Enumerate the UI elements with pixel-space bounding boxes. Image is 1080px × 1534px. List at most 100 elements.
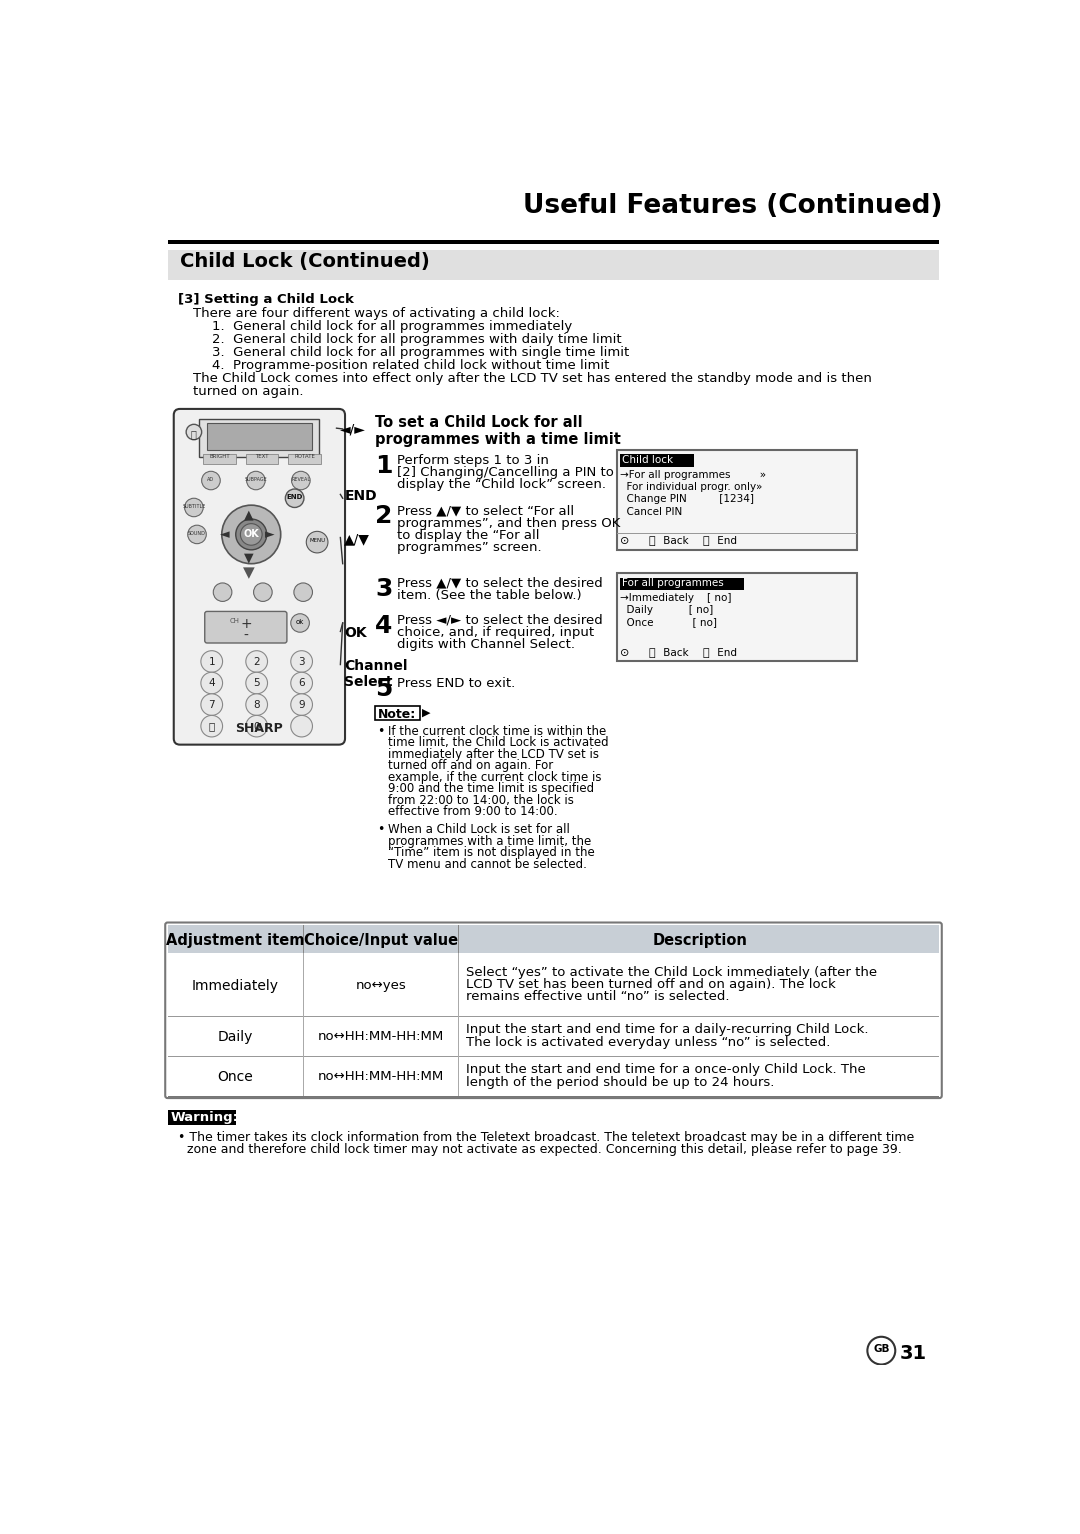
Text: SOUND: SOUND: [188, 531, 206, 535]
Text: Press ▲/▼ to select the desired: Press ▲/▼ to select the desired: [397, 577, 603, 589]
Text: 9:00 and the time limit is specified: 9:00 and the time limit is specified: [388, 782, 594, 795]
Text: Useful Features (Continued): Useful Features (Continued): [523, 193, 943, 219]
Text: ⏻: ⏻: [191, 430, 197, 439]
Text: effective from 9:00 to 14:00.: effective from 9:00 to 14:00.: [388, 805, 557, 819]
Circle shape: [867, 1336, 895, 1364]
Text: to display the “For all: to display the “For all: [397, 529, 539, 542]
Text: SUBTITLE: SUBTITLE: [183, 503, 205, 509]
Text: The Child Lock comes into effect only after the LCD TV set has entered the stand: The Child Lock comes into effect only af…: [193, 371, 872, 385]
FancyBboxPatch shape: [205, 612, 287, 643]
Text: Perform steps 1 to 3 in: Perform steps 1 to 3 in: [397, 454, 549, 466]
Text: Daily           [ no]: Daily [ no]: [620, 606, 714, 615]
Circle shape: [201, 650, 222, 672]
Text: -: -: [243, 629, 248, 643]
Text: When a Child Lock is set for all: When a Child Lock is set for all: [388, 824, 569, 836]
Circle shape: [292, 471, 310, 489]
Text: ⊙: ⊙: [620, 647, 630, 658]
Text: 31: 31: [900, 1344, 927, 1364]
Text: ok: ok: [296, 620, 305, 626]
Text: ▼: ▼: [243, 565, 255, 580]
Circle shape: [235, 518, 267, 549]
Text: GB: GB: [873, 1344, 890, 1355]
Text: +: +: [240, 617, 252, 630]
Text: [3] Setting a Child Lock: [3] Setting a Child Lock: [177, 293, 353, 307]
Circle shape: [307, 531, 328, 552]
Text: Ⓜ: Ⓜ: [648, 535, 654, 546]
Text: zone and therefore child lock timer may not activate as expected. Concerning thi: zone and therefore child lock timer may …: [187, 1143, 902, 1157]
Bar: [167, 239, 940, 244]
Text: remains effective until “no” is selected.: remains effective until “no” is selected…: [465, 991, 729, 1003]
Text: 0: 0: [254, 721, 260, 732]
Text: Child lock: Child lock: [622, 456, 673, 465]
Text: 6: 6: [298, 678, 305, 689]
Bar: [167, 250, 940, 279]
Text: MENU: MENU: [309, 538, 325, 543]
Text: programmes” screen.: programmes” screen.: [397, 542, 541, 554]
Text: Back: Back: [660, 647, 688, 658]
Text: Input the start and end time for a once-only Child Lock. The: Input the start and end time for a once-…: [465, 1063, 866, 1077]
Text: • The timer takes its clock information from the Teletext broadcast. The teletex: • The timer takes its clock information …: [177, 1131, 914, 1144]
Text: programmes”, and then press OK: programmes”, and then press OK: [397, 517, 620, 529]
Text: ◄/►: ◄/►: [340, 423, 366, 437]
Circle shape: [188, 525, 206, 543]
Circle shape: [291, 715, 312, 736]
Circle shape: [186, 425, 202, 440]
Text: choice, and, if required, input: choice, and, if required, input: [397, 626, 594, 640]
Text: To set a Child Lock for all
programmes with a time limit: To set a Child Lock for all programmes w…: [375, 416, 621, 448]
Bar: [203, 454, 235, 465]
Text: no↔HH:MM-HH:MM: no↔HH:MM-HH:MM: [318, 1031, 444, 1043]
Bar: [617, 572, 858, 661]
Text: Select “yes” to activate the Child Lock immediately (after the: Select “yes” to activate the Child Lock …: [465, 965, 877, 979]
Bar: [620, 577, 744, 591]
Text: ⊙: ⊙: [620, 535, 630, 546]
Text: END: END: [286, 494, 302, 500]
Text: Choice/Input value: Choice/Input value: [303, 933, 458, 948]
Text: from 22:00 to 14:00, the lock is: from 22:00 to 14:00, the lock is: [388, 795, 573, 807]
FancyBboxPatch shape: [165, 922, 942, 1098]
Text: turned on again.: turned on again.: [193, 385, 303, 397]
Circle shape: [241, 523, 262, 545]
Text: The lock is activated everyday unless “no” is selected.: The lock is activated everyday unless “n…: [465, 1035, 831, 1049]
Text: ▶: ▶: [422, 707, 430, 718]
Text: CH: CH: [229, 618, 239, 624]
Text: SUBPAGE: SUBPAGE: [244, 477, 267, 482]
Circle shape: [291, 693, 312, 715]
Text: Press END to exit.: Press END to exit.: [397, 676, 515, 690]
Text: Immediately: Immediately: [191, 979, 279, 992]
Bar: [617, 449, 858, 549]
Text: •: •: [377, 824, 384, 836]
Text: 2.  General child lock for all programmes with daily time limit: 2. General child lock for all programmes…: [213, 333, 622, 345]
Text: 5: 5: [375, 676, 393, 701]
Text: “Time” item is not displayed in the: “Time” item is not displayed in the: [388, 847, 594, 859]
Text: SHARP: SHARP: [235, 721, 283, 735]
Text: 3.  General child lock for all programmes with single time limit: 3. General child lock for all programmes…: [213, 345, 630, 359]
Text: immediately after the LCD TV set is: immediately after the LCD TV set is: [388, 747, 598, 761]
Text: •: •: [377, 724, 384, 738]
Text: Once: Once: [217, 1071, 253, 1085]
Text: Ⓔ: Ⓔ: [702, 647, 708, 658]
Bar: [246, 454, 279, 465]
Bar: [375, 706, 420, 719]
Bar: [200, 419, 320, 457]
Text: 4: 4: [375, 614, 393, 638]
Text: time limit, the Child Lock is activated: time limit, the Child Lock is activated: [388, 736, 608, 749]
Text: OK: OK: [345, 626, 367, 640]
Text: There are four different ways of activating a child lock:: There are four different ways of activat…: [193, 307, 561, 319]
Text: Back: Back: [660, 535, 688, 546]
Text: Ⓔ: Ⓔ: [702, 535, 708, 546]
Bar: [167, 1109, 235, 1124]
Circle shape: [185, 499, 203, 517]
Circle shape: [246, 715, 268, 736]
Text: ▲/▼: ▲/▼: [345, 532, 370, 546]
Circle shape: [201, 715, 222, 736]
Circle shape: [246, 672, 268, 693]
Text: no↔yes: no↔yes: [355, 979, 406, 991]
Circle shape: [291, 672, 312, 693]
Text: 2: 2: [375, 505, 393, 528]
Circle shape: [294, 583, 312, 601]
Text: ◄: ◄: [220, 528, 230, 542]
Text: LCD TV set has been turned off and on again). The lock: LCD TV set has been turned off and on ag…: [465, 979, 836, 991]
Circle shape: [246, 693, 268, 715]
Text: item. (See the table below.): item. (See the table below.): [397, 589, 581, 603]
Text: 1: 1: [208, 657, 215, 667]
